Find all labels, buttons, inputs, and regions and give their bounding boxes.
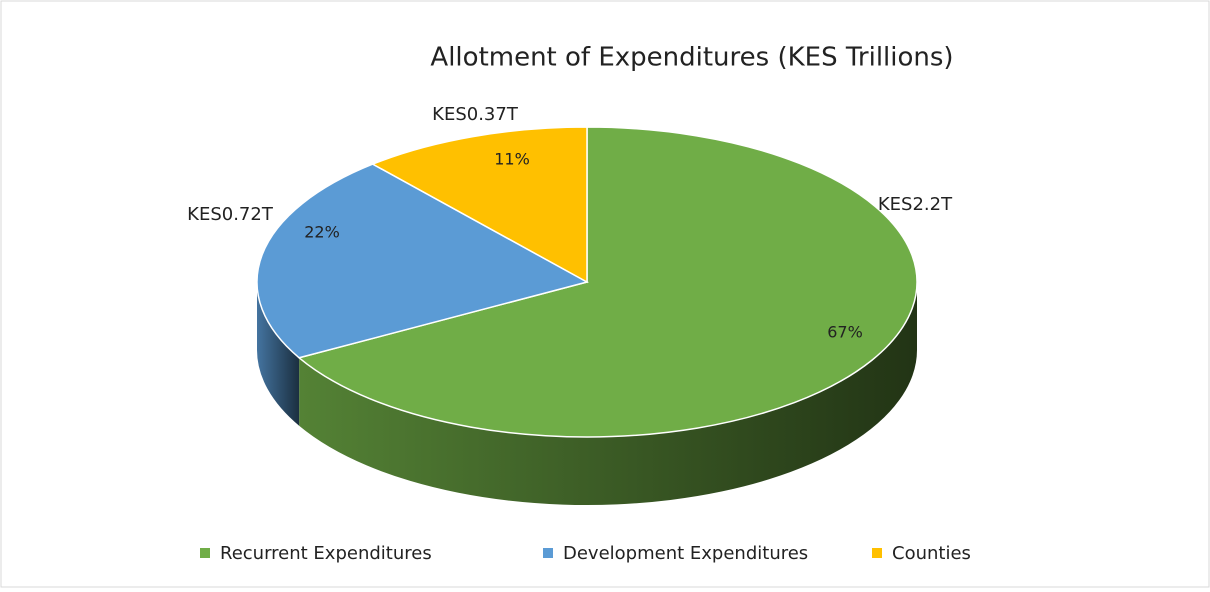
- slice: [297, 126, 918, 438]
- legend-marker: [872, 548, 882, 558]
- chart-title: Allotment of Expenditures (KES Trillions…: [430, 43, 953, 73]
- legend-label: Counties: [892, 543, 971, 564]
- slice-side: [257, 282, 300, 426]
- slice: [370, 126, 588, 284]
- percent-label: 22%: [304, 223, 340, 242]
- percent-label: 11%: [494, 150, 530, 169]
- slice-side: [299, 282, 918, 506]
- value-label: KES2.2T: [878, 194, 953, 215]
- slice: [256, 163, 590, 359]
- value-label: KES0.37T: [432, 104, 519, 125]
- value-label: KES0.72T: [187, 204, 274, 225]
- legend-marker: [200, 548, 210, 558]
- percent-label: 67%: [827, 323, 863, 342]
- legend-marker: [543, 548, 553, 558]
- legend-label: Development Expenditures: [563, 543, 808, 564]
- legend-label: Recurrent Expenditures: [220, 543, 432, 564]
